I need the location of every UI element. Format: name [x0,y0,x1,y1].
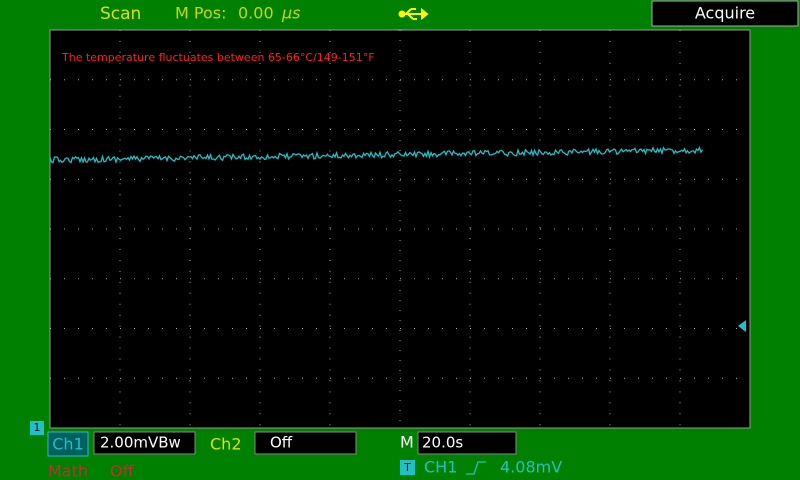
mpos-label: M Pos: [175,4,226,23]
timebase-box [417,431,517,455]
ch2-state: Off [270,434,293,452]
trigger-level-marker [738,320,746,332]
trigger-edge-icon [466,461,486,475]
trigger-marker-box [400,460,415,475]
timebase-label: M [400,433,414,452]
annotation: The temperature fluctuates between 65-66… [61,51,375,64]
timebase-value: 20.0s [422,434,463,452]
ch1-label: Ch1 [52,435,84,454]
ch1-scale: 2.00mVBw [100,434,181,452]
ch1-box[interactable] [47,431,89,457]
waveform [49,145,704,165]
mode: Scan [100,4,141,24]
ch2-label: Ch2 [210,435,242,454]
trigger-marker: T [403,461,411,474]
usb-icon [398,7,429,21]
menu-title: Acquire [695,4,755,23]
ch2-state-box [254,431,357,455]
math-label: Math [48,462,88,480]
trigger-level: 4.08mV [500,458,562,477]
ch1-scale-box [93,431,196,455]
grid [50,29,750,428]
ch1-marker: 1 [34,421,41,434]
mpos-unit: µs [281,4,301,23]
trigger-source: CH1 [424,458,457,477]
math-state: Off [110,462,135,480]
ch1-marker-box [30,421,44,435]
mpos-value: 0.00 [238,4,274,23]
menu-title-box[interactable] [651,0,799,27]
